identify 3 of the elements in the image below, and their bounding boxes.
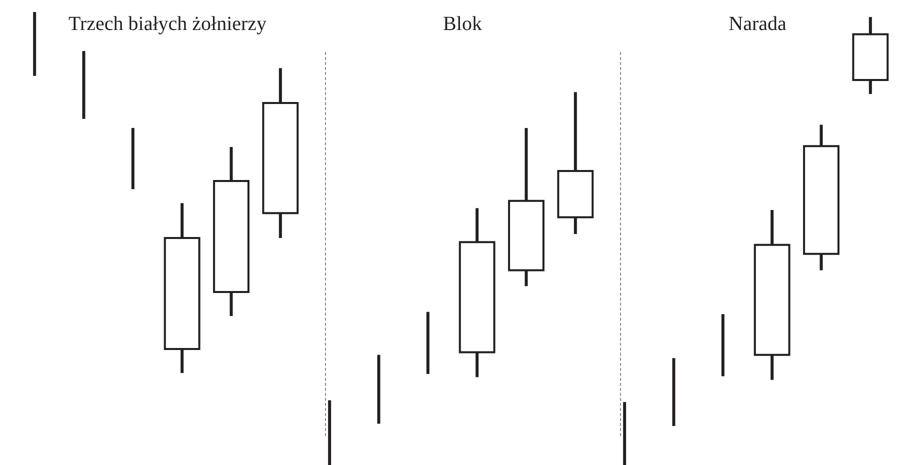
annotation: Blok bbox=[443, 13, 482, 35]
annotation: Narada bbox=[728, 13, 786, 35]
annotation: Trzech białych żołnierzy bbox=[68, 13, 267, 35]
